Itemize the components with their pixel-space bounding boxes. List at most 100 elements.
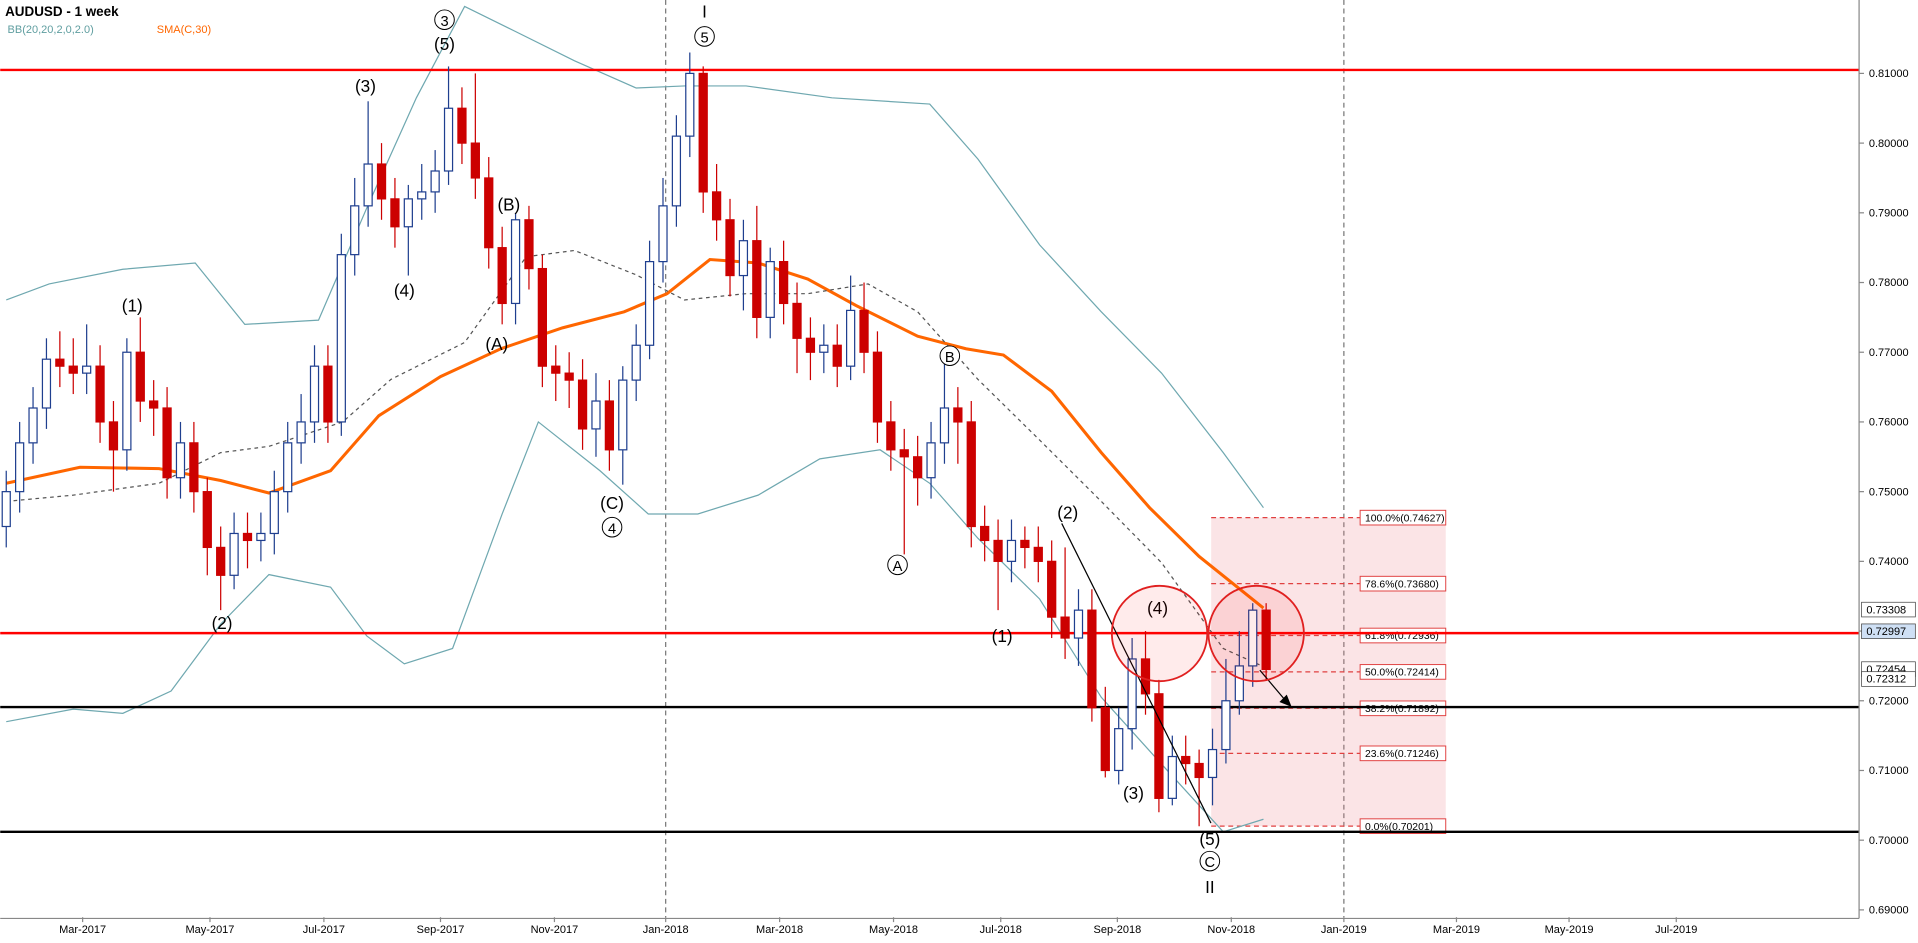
candle-body <box>577 379 588 430</box>
candle-body <box>805 337 816 353</box>
highlight-circle <box>1110 584 1209 683</box>
y-tick-label: 0.79000 <box>1869 207 1909 219</box>
trend-line <box>1061 523 1212 824</box>
candle-body <box>819 344 829 353</box>
candle-body <box>1181 755 1191 765</box>
fib-label-box <box>1359 745 1447 762</box>
x-tick-label: Jul-2017 <box>303 924 345 936</box>
candle-body <box>390 198 400 228</box>
candle-body <box>350 205 360 256</box>
wave-label: B <box>945 350 955 366</box>
wave-label: (2) <box>1057 504 1078 523</box>
fib-label: 61.8%(0.72936) <box>1365 631 1439 642</box>
wave-label: (4) <box>1147 599 1168 618</box>
price-marker-box <box>1861 623 1916 639</box>
candle-body <box>108 421 119 451</box>
candle-body <box>765 261 775 318</box>
wave-label: (5) <box>1199 830 1220 849</box>
price-marker-box <box>1861 671 1916 687</box>
candle-body <box>28 407 38 444</box>
candle-body <box>175 442 186 479</box>
arrow-head <box>1279 694 1292 707</box>
candle-body <box>671 135 682 207</box>
y-tick-label: 0.71000 <box>1869 765 1909 777</box>
price-marker-label: 0.72312 <box>1866 674 1906 686</box>
candle-body <box>15 442 25 493</box>
x-tick-label: May-2018 <box>869 924 918 936</box>
price-marker-label: 0.73308 <box>1866 604 1906 616</box>
wave-circle <box>694 26 715 47</box>
candle-body <box>752 240 762 318</box>
plot: 100.0%(0.74627) 78.6%(0.73680) 61.8%(0.729… <box>0 0 1860 918</box>
candle-body <box>725 219 735 277</box>
candle-body <box>966 421 976 528</box>
candle-body <box>1020 539 1030 549</box>
y-tick-label: 0.76000 <box>1869 417 1909 429</box>
wave-label: 5 <box>700 31 708 47</box>
candle-body <box>1006 539 1017 562</box>
fib-label-box <box>1359 575 1447 592</box>
candle-body <box>604 400 615 451</box>
fib-label-box <box>1359 627 1447 644</box>
x-tick-label: Sep-2017 <box>417 924 465 936</box>
price-marker-label: 0.72997 <box>1866 626 1906 638</box>
candle-body <box>510 219 521 305</box>
y-tick-label: 0.70000 <box>1869 835 1909 847</box>
x-tick-label: Mar-2019 <box>1433 924 1480 936</box>
candle-body <box>256 532 266 542</box>
x-tick-label: Jul-2018 <box>980 924 1022 936</box>
wave-label: (5) <box>434 35 455 54</box>
candle-body <box>1100 707 1110 772</box>
candle-body <box>1140 658 1151 695</box>
wave-label: (4) <box>394 281 415 300</box>
candle-body <box>859 309 869 353</box>
fib-label: 100.0%(0.74627) <box>1365 513 1445 524</box>
candle-body <box>939 407 950 444</box>
price-marker-box <box>1861 601 1916 618</box>
candle-body <box>1154 693 1164 799</box>
candle-body <box>886 421 896 451</box>
candle-body <box>644 261 655 346</box>
candle-body <box>149 400 159 409</box>
candle-body <box>336 254 346 423</box>
x-tick-label: Mar-2017 <box>59 924 106 936</box>
candle-body <box>792 302 802 339</box>
candle-body <box>484 177 494 249</box>
candle-body <box>564 372 574 381</box>
x-tick-label: Mar-2018 <box>756 924 803 936</box>
fib-label: 38.2%(0.71892) <box>1365 704 1439 715</box>
wave-circle <box>1199 850 1221 872</box>
candle-body <box>872 351 883 423</box>
fib-label-box <box>1359 818 1447 834</box>
candle-body <box>832 344 842 367</box>
candle-body <box>95 365 105 423</box>
wave-label: 4 <box>608 521 616 537</box>
indicator-line <box>6 249 1264 668</box>
candle-body <box>430 170 440 193</box>
candle-body <box>711 191 722 221</box>
candle-body <box>189 442 199 493</box>
wave-label: 3 <box>440 14 448 30</box>
indicator-label: SMA(C,30) <box>157 24 211 36</box>
candle-body <box>269 491 279 535</box>
highlight-circle <box>1207 584 1305 683</box>
candle-body <box>1234 665 1244 702</box>
candle-body <box>953 407 963 423</box>
candle-body <box>55 358 65 367</box>
candle-body <box>1221 700 1231 751</box>
candle-body <box>1114 728 1124 772</box>
wave-label: (A) <box>485 335 508 354</box>
candle-body <box>363 163 373 207</box>
candle-body <box>980 525 990 542</box>
fib-label-box <box>1359 664 1447 680</box>
candle-body <box>738 240 749 277</box>
candle-body <box>497 247 507 305</box>
candle-body <box>216 546 226 576</box>
chart-title: AUDUSD - 1 week <box>5 4 119 19</box>
candle-body <box>403 198 413 228</box>
candle-body <box>899 449 909 458</box>
candle-body <box>846 309 856 367</box>
